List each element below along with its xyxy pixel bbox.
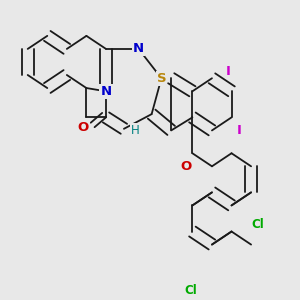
Text: I: I	[226, 65, 231, 78]
Text: H: H	[131, 124, 140, 137]
Text: I: I	[237, 124, 242, 137]
Text: Cl: Cl	[184, 284, 197, 297]
Text: N: N	[100, 85, 112, 98]
Text: S: S	[157, 72, 166, 85]
Text: Cl: Cl	[251, 218, 264, 232]
Text: N: N	[133, 42, 144, 56]
Text: O: O	[180, 160, 191, 173]
Text: O: O	[77, 121, 89, 134]
